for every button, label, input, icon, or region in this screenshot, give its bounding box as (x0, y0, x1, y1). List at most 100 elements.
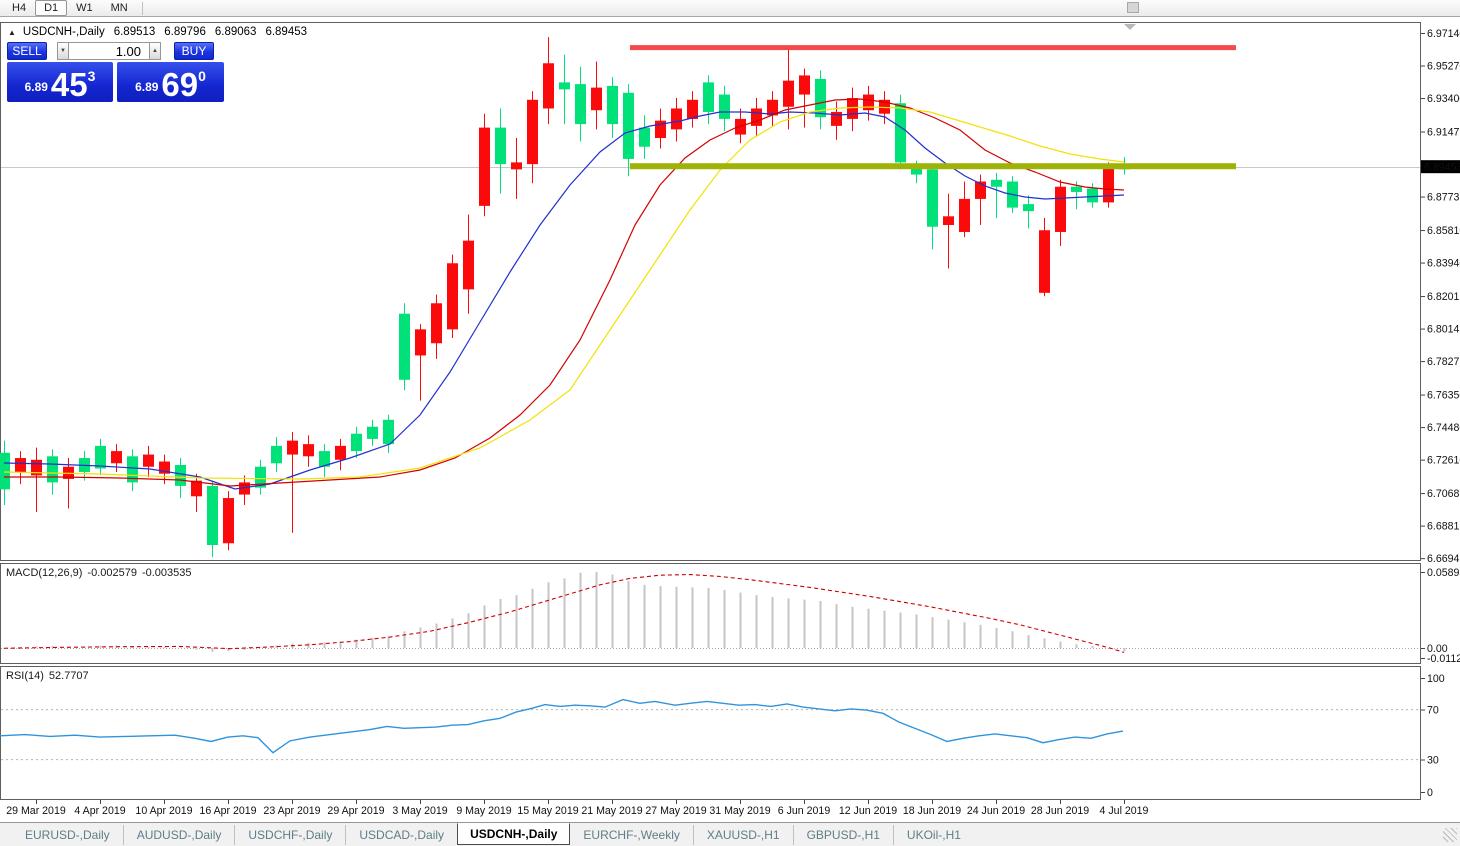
candle-body (751, 108, 762, 126)
chart-shift-marker-icon[interactable] (1124, 24, 1136, 30)
candle-body (351, 433, 362, 452)
chart-tab-eurchf-weekly[interactable]: EURCHF-,Weekly (583, 827, 680, 842)
candle-body (95, 445, 106, 469)
chart-tab-eurusd-daily[interactable]: EURUSD-,Daily (25, 827, 110, 842)
candle-body (159, 461, 170, 474)
timeframe-button-d1[interactable]: D1 (35, 0, 68, 16)
y-axis-label: 6.83940 (1427, 258, 1460, 270)
current-price-marker-text: 6.89453 (1424, 162, 1460, 174)
resize-grip[interactable] (1443, 828, 1457, 842)
window-widget-box (1127, 2, 1139, 13)
x-axis-label: 21 May 2019 (581, 805, 642, 817)
x-axis-label: 3 May 2019 (392, 805, 447, 817)
candle-body (575, 84, 586, 125)
candle-body (111, 451, 122, 464)
candle-body (1087, 188, 1098, 203)
macd-indicator-label: MACD(12,26,9) -0.002579 -0.003535 (6, 567, 192, 579)
candle-body (143, 454, 154, 467)
low-value: 6.89063 (214, 26, 257, 38)
ma-mid-red-line (4, 98, 1125, 487)
current-price-marker (1421, 160, 1460, 174)
candle-body (863, 94, 874, 111)
buy-price-big: 69 (161, 66, 199, 103)
buy-price-button[interactable]: 6.89 69 0 (117, 62, 224, 102)
candle-body (1071, 186, 1082, 192)
x-axis-label: 16 Apr 2019 (199, 805, 256, 817)
volume-input[interactable] (69, 42, 149, 60)
main-chart-panel[interactable] (0, 22, 1421, 561)
rsi-name: RSI(14) (6, 670, 44, 682)
resistance-line[interactable] (630, 45, 1236, 51)
timeframe-button-w1[interactable]: W1 (76, 2, 93, 14)
rsi-panel[interactable] (0, 666, 1421, 800)
candle-body (879, 99, 890, 114)
buy-button[interactable]: BUY (174, 42, 214, 60)
candle-body (207, 485, 218, 545)
candle-body (271, 445, 282, 464)
chart-canvas[interactable]: 29 Mar 2019 4 Apr 2019 10 Apr 2019 16 Apr 2… (0, 17, 1460, 822)
y-axis-label: 6.93400 (1427, 93, 1460, 105)
candle-body (287, 440, 298, 455)
candle-body (447, 263, 458, 330)
rsi-line (0, 698, 1124, 754)
y-axis-label: 6.91475 (1427, 127, 1460, 139)
sell-price-button[interactable]: 6.89 45 3 (7, 62, 113, 102)
chart-tab-usdcad-daily[interactable]: USDCAD-,Daily (345, 824, 457, 845)
candle-body (767, 99, 778, 116)
candle-body (815, 78, 826, 118)
timeframe-button-mn[interactable]: MN (110, 2, 128, 14)
support-line[interactable] (630, 163, 1236, 170)
y-axis-label: 6.78275 (1427, 356, 1460, 368)
x-axis-label: 29 Mar 2019 (6, 805, 66, 817)
chart-tabs-bar: EURUSD-,Daily AUDUSD-,Daily USDCHF-,Daily U… (0, 822, 1460, 846)
candle-body (927, 169, 938, 227)
candle-body (607, 85, 618, 125)
ma-slow-yellow-line (3, 106, 1125, 480)
indicator-axis-label: 0 (1427, 787, 1433, 799)
candle-body (431, 303, 442, 344)
x-axis-label: 18 Jun 2019 (903, 805, 961, 817)
candle-body (959, 198, 970, 232)
candle-body (831, 111, 842, 126)
volume-increase-button[interactable]: ▲ (149, 42, 161, 60)
x-axis-label: 23 Apr 2019 (263, 805, 320, 817)
x-axis-label: 4 Jul 2019 (1100, 805, 1149, 817)
candle-body (479, 127, 490, 206)
chart-tab-gbpusd-h1[interactable]: GBPUSD-,H1 (792, 824, 893, 845)
toolbar-separator (141, 1, 143, 15)
timeframe-button-h4[interactable]: H4 (12, 2, 27, 14)
candle-body (511, 162, 522, 170)
candle-body (943, 216, 954, 225)
y-axis-label: 6.74480 (1427, 422, 1460, 434)
sell-button[interactable]: SELL (7, 42, 47, 60)
candle-body (671, 108, 682, 130)
close-value: 6.89453 (265, 26, 308, 38)
indicator-axis-label: -0.011273 (1427, 653, 1460, 665)
chart-tab-ukoil-h1[interactable]: UKOil-,H1 (892, 824, 974, 845)
chart-tab-usdcnh-daily[interactable]: USDCNH-,Daily (457, 822, 571, 845)
rsi-value: 52.7707 (48, 670, 89, 682)
candle-body (639, 127, 650, 147)
chart-tab-usdchf-daily[interactable]: USDCHF-,Daily (234, 824, 345, 845)
candle-body (31, 459, 42, 476)
chart-tab-audusd-daily[interactable]: AUDUSD-,Daily (122, 824, 235, 845)
candle-body (367, 426, 378, 439)
high-value: 6.89796 (164, 26, 206, 38)
chart-tab-xauusd-h1[interactable]: XAUUSD-,H1 (692, 824, 793, 845)
candle-body (239, 482, 250, 495)
collapse-trade-panel-icon[interactable]: ▲ (8, 27, 16, 37)
macd-panel[interactable] (0, 563, 1421, 664)
candle-body (463, 240, 474, 290)
candle-body (255, 466, 266, 488)
candle-body (1103, 167, 1114, 203)
candle-body (719, 94, 730, 119)
candle-body (687, 99, 698, 119)
volume-decrease-button[interactable]: ▼ (57, 42, 69, 60)
macd-signal-line (3, 573, 1125, 654)
candle-body (495, 127, 506, 165)
indicator-axis-label: 100 (1427, 673, 1445, 685)
chart-symbol-title: USDCNH-,Daily (22, 26, 105, 38)
candle-body (415, 329, 426, 356)
macd-value-signal: -0.003535 (141, 567, 192, 579)
